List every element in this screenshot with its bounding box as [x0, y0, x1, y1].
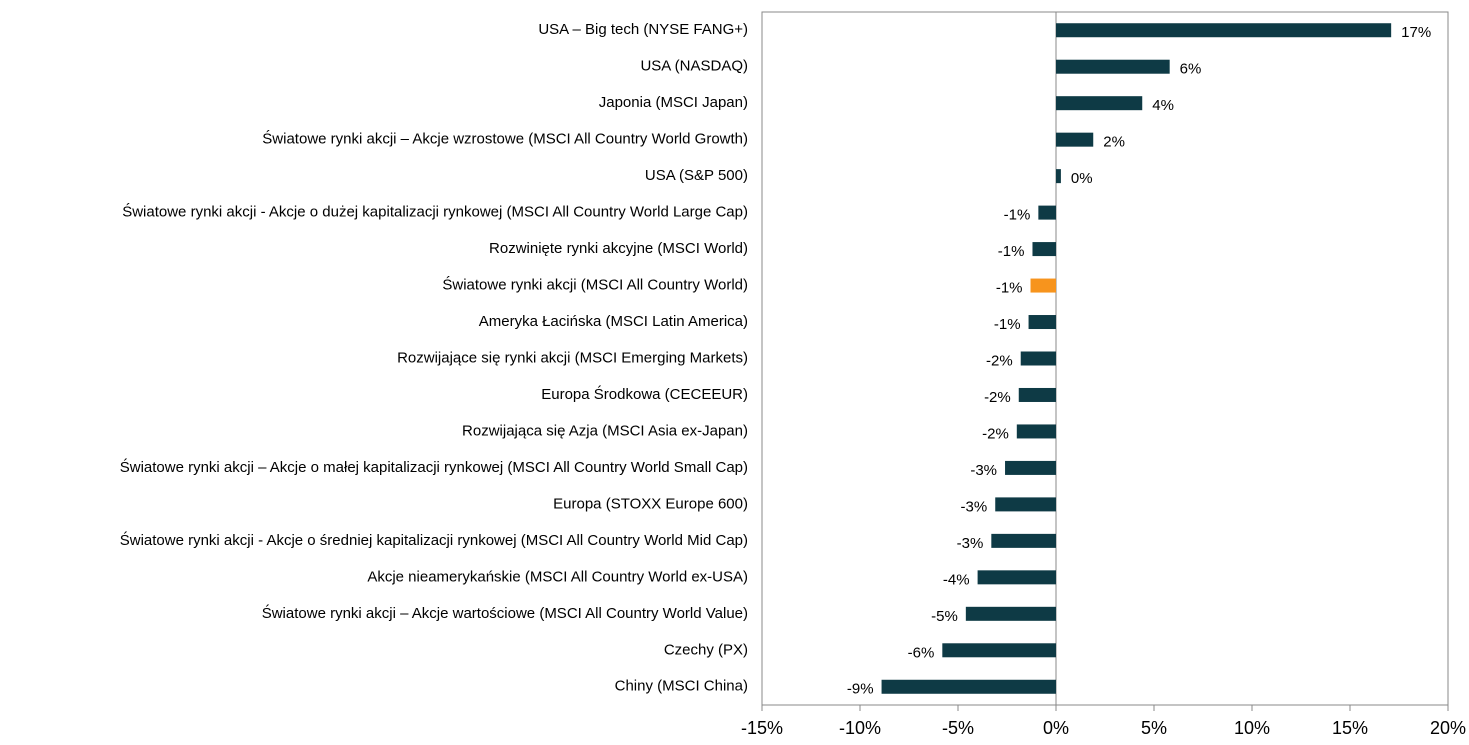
- y-tick-label: USA (S&P 500): [645, 167, 748, 184]
- bar: [1056, 169, 1061, 184]
- bar: [1020, 351, 1056, 366]
- value-label: 6%: [1180, 61, 1202, 78]
- y-tick-label: Chiny (MSCI China): [615, 678, 748, 695]
- x-tick-label: 20%: [1430, 718, 1466, 738]
- bar: [1016, 424, 1056, 439]
- value-label: -3%: [961, 498, 988, 515]
- bar: [977, 570, 1056, 585]
- y-tick-label: Europa Środkowa (CECEEUR): [541, 385, 748, 403]
- y-tick-label: Rozwijające się rynki akcji (MSCI Emergi…: [397, 349, 748, 366]
- bar: [942, 643, 1056, 658]
- bar: [1032, 242, 1056, 257]
- value-label: -4%: [943, 571, 970, 588]
- y-tick-label: Światowe rynki akcji - Akcje o średniej …: [120, 531, 748, 549]
- bar: [1018, 387, 1056, 402]
- value-label: 17%: [1401, 24, 1431, 41]
- value-label: -9%: [847, 681, 874, 698]
- bar: [1028, 315, 1056, 330]
- bar: [1056, 132, 1094, 147]
- value-label: -1%: [996, 280, 1023, 297]
- y-tick-label: Światowe rynki akcji – Akcje wartościowe…: [262, 604, 748, 622]
- bar: [1038, 205, 1056, 220]
- bar: [991, 533, 1056, 548]
- plot-frame: [761, 11, 1449, 706]
- x-tick-label: -5%: [942, 718, 974, 738]
- value-label: -5%: [931, 608, 958, 625]
- x-tick-label: -15%: [741, 718, 783, 738]
- value-label: 4%: [1152, 97, 1174, 114]
- x-tick-label: 15%: [1332, 718, 1368, 738]
- value-label: -6%: [908, 644, 935, 661]
- value-label: -1%: [994, 316, 1021, 333]
- value-label: -1%: [998, 243, 1025, 260]
- y-tick-label: USA – Big tech (NYSE FANG+): [538, 21, 748, 38]
- x-tick-label: -10%: [839, 718, 881, 738]
- value-label: -2%: [986, 352, 1013, 369]
- bar: [1056, 59, 1170, 74]
- y-tick-label: Akcje nieamerykańskie (MSCI All Country …: [367, 568, 748, 585]
- bar: [965, 606, 1056, 621]
- y-tick-label: Światowe rynki akcji – Akcje o małej kap…: [120, 458, 748, 476]
- y-tick-label: USA (NASDAQ): [640, 58, 748, 75]
- y-tick-label: Czechy (PX): [664, 641, 748, 658]
- x-tick-label: 10%: [1234, 718, 1270, 738]
- value-label: -2%: [984, 389, 1011, 406]
- bar: [1005, 460, 1056, 475]
- y-tick-label: Światowe rynki akcji – Akcje wzrostowe (…: [262, 130, 748, 148]
- value-label: -3%: [957, 535, 984, 552]
- value-label: 2%: [1103, 134, 1125, 151]
- bar: [1056, 96, 1143, 111]
- value-label: 0%: [1071, 170, 1093, 187]
- y-tick-label: Ameryka Łacińska (MSCI Latin America): [479, 313, 748, 330]
- value-label: -1%: [1004, 207, 1031, 224]
- x-tick-label: 0%: [1043, 718, 1069, 738]
- bar: [881, 679, 1056, 694]
- value-label: -2%: [982, 425, 1009, 442]
- y-tick-label: Światowe rynki akcji (MSCI All Country W…: [442, 276, 748, 294]
- x-tick-label: 5%: [1141, 718, 1167, 738]
- y-tick-label: Światowe rynki akcji - Akcje o dużej kap…: [122, 203, 748, 221]
- y-tick-label: Europa (STOXX Europe 600): [553, 495, 748, 512]
- y-tick-label: Rozwinięte rynki akcyjne (MSCI World): [489, 240, 748, 257]
- bar: [1056, 23, 1392, 38]
- y-tick-label: Japonia (MSCI Japan): [599, 94, 748, 111]
- y-tick-label: Rozwijająca się Azja (MSCI Asia ex-Japan…: [462, 422, 748, 439]
- bar: [995, 497, 1056, 512]
- bar: [1030, 278, 1056, 293]
- value-label: -3%: [970, 462, 997, 479]
